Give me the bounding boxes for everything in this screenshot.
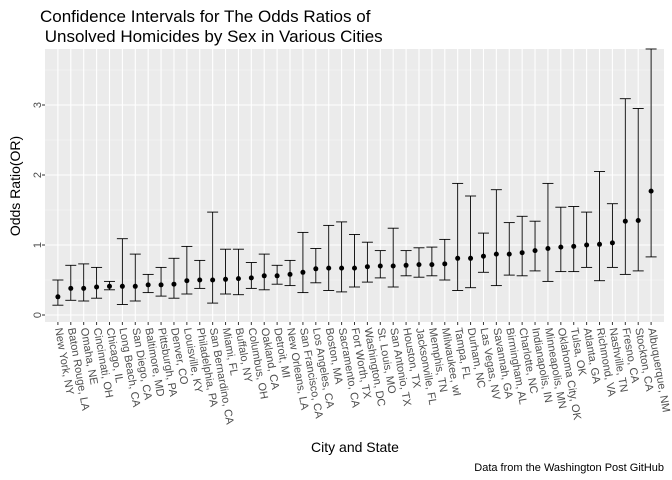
estimate-point (119, 283, 125, 289)
estimate-point (171, 281, 177, 287)
estimate-point (635, 218, 641, 223)
estimate-point (364, 264, 370, 270)
estimate-point (235, 276, 241, 282)
estimate-point (584, 242, 590, 248)
estimate-point (300, 269, 306, 275)
estimate-point (274, 273, 280, 279)
estimate-point (184, 278, 190, 284)
estimate-point (455, 255, 461, 261)
estimate-point (506, 251, 512, 257)
x-axis-title: City and State (311, 439, 399, 455)
estimate-point (622, 218, 628, 224)
estimate-point (339, 265, 345, 271)
estimate-point (468, 255, 474, 261)
estimate-point (261, 273, 267, 279)
chart-title: Confidence Intervals for The Odds Ratios… (40, 7, 383, 46)
estimate-point (390, 263, 396, 269)
estimate-point (145, 282, 151, 288)
estimate-point (377, 263, 383, 269)
caption: Data from the Washington Post GitHub (474, 462, 664, 474)
estimate-point (81, 285, 87, 291)
estimate-point (416, 262, 422, 268)
estimate-point (313, 266, 319, 272)
chart-title-line-2: Unsolved Homicides by Sex in Various Cit… (40, 27, 383, 46)
estimate-point (571, 243, 577, 249)
y-tick-label: 1 (32, 242, 44, 248)
estimate-point (480, 253, 486, 259)
y-tick-label: 0 (32, 312, 44, 318)
estimate-point (132, 283, 138, 289)
y-tick-label: 3 (32, 102, 44, 108)
estimate-point (210, 277, 216, 283)
estimate-point (532, 248, 538, 254)
estimate-point (223, 276, 229, 282)
estimate-point (609, 240, 615, 246)
estimate-point (429, 262, 435, 268)
y-axis-title: Odds Ratio(OR) (7, 136, 23, 236)
estimate-point (68, 285, 74, 291)
y-tick-label: 2 (32, 172, 44, 178)
estimate-point (352, 265, 357, 271)
chart-title-line-1: Confidence Intervals for The Odds Ratios… (40, 7, 371, 26)
estimate-point (648, 188, 654, 194)
y-axis-ticks: 0 1 2 3 (32, 102, 45, 318)
estimate-point (55, 294, 61, 300)
estimate-point (403, 262, 409, 268)
estimate-point (442, 261, 448, 267)
estimate-point (558, 244, 564, 250)
estimate-point (94, 284, 100, 290)
data-marks (52, 48, 657, 306)
estimate-point (197, 277, 203, 283)
estimate-point (287, 271, 293, 277)
estimate-point (519, 250, 525, 256)
estimate-point (597, 241, 603, 247)
estimate-point (326, 265, 332, 271)
estimate-point (493, 251, 499, 257)
estimate-point (106, 283, 112, 289)
estimate-point (545, 246, 551, 251)
estimate-point (248, 275, 254, 281)
estimate-point (158, 282, 164, 288)
